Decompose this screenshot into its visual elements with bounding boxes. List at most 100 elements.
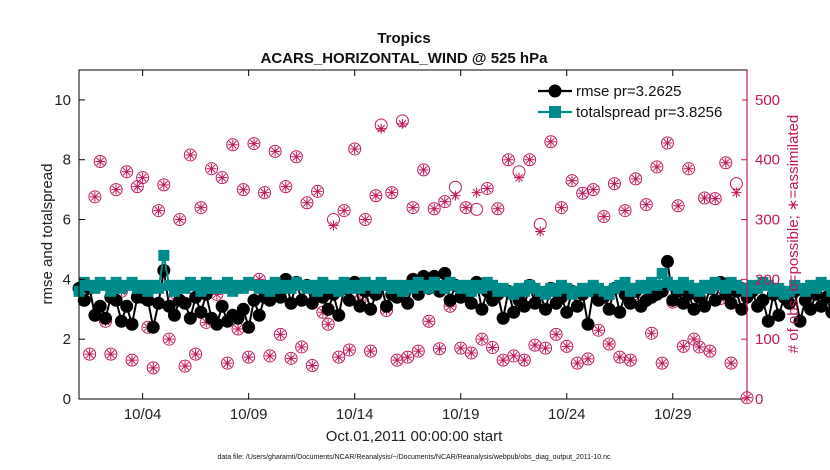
y2-axis-label: # of obs: o=possible; ∗=assimilated bbox=[785, 115, 802, 354]
obs-assimilated-point bbox=[683, 163, 694, 174]
totalspread-point bbox=[158, 249, 170, 261]
obs-possible-point bbox=[607, 177, 621, 191]
totalspread-point bbox=[221, 276, 233, 288]
series-line-layer bbox=[72, 249, 830, 334]
totalspread-point bbox=[460, 279, 472, 291]
totalspread-point bbox=[333, 285, 345, 297]
obs-assimilated-point bbox=[551, 329, 562, 340]
obs-possible-point bbox=[358, 213, 372, 227]
obs-possible-point bbox=[528, 338, 542, 352]
obs-possible-point bbox=[671, 199, 685, 213]
rmse-point bbox=[496, 311, 510, 325]
obs-assimilated-point bbox=[625, 355, 636, 366]
obs-assimilated-point bbox=[492, 203, 503, 214]
y2-tick-label: 500 bbox=[755, 92, 780, 109]
x-axis: 10/04 10/09 10/14 10/19 10/24 10/29 bbox=[124, 70, 692, 423]
obs-possible-point bbox=[268, 144, 282, 158]
totalspread-point bbox=[582, 285, 594, 297]
totalspread-point bbox=[370, 282, 382, 294]
obs-possible-point bbox=[157, 178, 171, 192]
totalspread-point bbox=[105, 285, 117, 297]
obs-possible-point bbox=[486, 341, 500, 355]
totalspread-point bbox=[227, 285, 239, 297]
obs-assimilated-point bbox=[646, 328, 657, 339]
totalspread-point bbox=[126, 276, 138, 288]
obs-possible-point bbox=[104, 347, 118, 361]
totalspread-point bbox=[354, 282, 366, 294]
x-tick-label: 10/14 bbox=[336, 406, 374, 423]
obs-possible-point bbox=[454, 341, 468, 355]
obs-possible-point bbox=[676, 339, 690, 353]
obs-possible-point bbox=[703, 344, 717, 358]
obs-assimilated-point bbox=[217, 172, 228, 183]
obs-assimilated-point bbox=[657, 358, 668, 369]
legend-rmse-label: rmse pr=3.2625 bbox=[576, 83, 681, 100]
obs-possible-point bbox=[332, 350, 346, 364]
obs-possible-point bbox=[385, 186, 399, 200]
obs-possible-point bbox=[549, 327, 563, 341]
obs-assimilated-point bbox=[545, 136, 556, 147]
obs-assimilated-point bbox=[450, 190, 461, 201]
totalspread-point bbox=[163, 279, 175, 291]
obs-assimilated-point bbox=[264, 350, 275, 361]
obs-possible-point bbox=[125, 353, 139, 367]
rmse-point bbox=[194, 305, 208, 319]
obs-assimilated-point bbox=[418, 164, 429, 175]
chart-subtitle: ACARS_HORIZONTAL_WIND @ 525 hPa bbox=[261, 50, 549, 67]
obs-possible-point bbox=[146, 361, 160, 375]
rmse-point bbox=[687, 302, 701, 316]
totalspread-point bbox=[142, 285, 154, 297]
obs-possible-point bbox=[438, 195, 452, 209]
obs-assimilated-point bbox=[233, 324, 244, 335]
x-tick-label: 10/29 bbox=[654, 406, 692, 423]
obs-assimilated-point bbox=[620, 205, 631, 216]
totalspread-point bbox=[810, 282, 822, 294]
rmse-point bbox=[539, 302, 553, 316]
obs-possible-point bbox=[411, 344, 425, 358]
obs-possible-point bbox=[162, 332, 176, 346]
totalspread-point bbox=[237, 282, 249, 294]
obs-possible-point bbox=[682, 162, 696, 176]
obs-assimilated-point bbox=[503, 154, 514, 165]
obs-assimilated-point bbox=[514, 172, 525, 183]
obs-assimilated-point bbox=[211, 289, 222, 300]
obs-possible-point bbox=[491, 202, 505, 216]
obs-assimilated-point bbox=[349, 143, 360, 154]
rmse-point bbox=[364, 302, 378, 316]
rmse-point bbox=[157, 263, 171, 277]
obs-assimilated-point bbox=[641, 199, 652, 210]
rmse-point bbox=[93, 299, 107, 313]
obs-possible-point bbox=[342, 343, 356, 357]
totalspread-point bbox=[799, 285, 811, 297]
rmse-point bbox=[247, 293, 261, 307]
obs-assimilated-point bbox=[673, 200, 684, 211]
obs-assimilated-point bbox=[386, 187, 397, 198]
obs-assimilated-point bbox=[598, 211, 609, 222]
obs-assimilated-point bbox=[429, 203, 440, 214]
obs-possible-point bbox=[120, 165, 134, 179]
obs-assimilated-point bbox=[535, 226, 546, 237]
totalspread-point bbox=[508, 288, 520, 300]
totalspread-point bbox=[317, 276, 329, 288]
rmse-point bbox=[602, 302, 616, 316]
rmse-point bbox=[401, 296, 415, 310]
obs-assimilated-point bbox=[593, 325, 604, 336]
obs-assimilated-point bbox=[376, 123, 387, 134]
obs-possible-point bbox=[565, 174, 579, 188]
rmse-point bbox=[475, 302, 489, 316]
obs-assimilated-point bbox=[270, 146, 281, 157]
obs-assimilated-point bbox=[307, 360, 318, 371]
rmse-point bbox=[109, 293, 123, 307]
obs-assimilated-point bbox=[529, 340, 540, 351]
rmse-point bbox=[570, 299, 584, 313]
obs-possible-point bbox=[480, 181, 494, 195]
legend-totalspread-label: totalspread pr=3.8256 bbox=[576, 104, 722, 121]
obs-possible-point bbox=[650, 160, 664, 174]
obs-possible-point bbox=[539, 341, 553, 355]
obs-possible-point bbox=[305, 359, 319, 373]
obs-possible-point bbox=[592, 323, 606, 337]
totalspread-point bbox=[396, 285, 408, 297]
y-tick-label: 6 bbox=[63, 212, 71, 229]
obs-possible-point bbox=[279, 180, 293, 194]
obs-possible-point bbox=[390, 353, 404, 367]
